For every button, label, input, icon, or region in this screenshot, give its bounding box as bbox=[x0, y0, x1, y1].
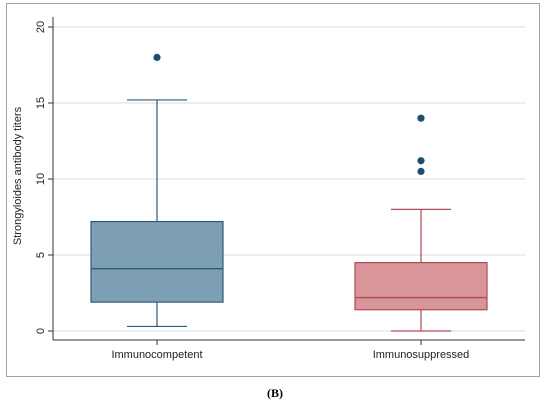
y-tick-label-15: 15 bbox=[35, 97, 47, 109]
outlier-point bbox=[417, 167, 425, 175]
chart-frame: 0 5 10 15 20 Immunocompetent Immunosuppressed … bbox=[6, 3, 540, 377]
outlier-point bbox=[153, 53, 161, 62]
outlier-point bbox=[417, 157, 425, 165]
y-tick-label-20: 20 bbox=[35, 21, 47, 33]
y-axis-title: Strongyloides antibody titers bbox=[12, 106, 24, 245]
box-immunosuppressed bbox=[354, 114, 488, 332]
figure-caption: (B) bbox=[267, 386, 283, 400]
y-tick-label-10: 10 bbox=[35, 173, 47, 185]
box-immunocompetent bbox=[90, 53, 224, 328]
y-tick-label-5: 5 bbox=[35, 252, 47, 258]
iqr-box bbox=[354, 262, 488, 311]
y-tick-label-0: 0 bbox=[35, 328, 47, 334]
outlier-point bbox=[417, 114, 425, 122]
x-category-label: Immunocompetent bbox=[111, 349, 202, 361]
iqr-box bbox=[90, 220, 224, 303]
x-category-label: Immunosuppressed bbox=[373, 349, 470, 361]
axes: 0 5 10 15 20 Immunocompetent Immunosuppressed bbox=[35, 17, 525, 361]
boxes bbox=[90, 53, 488, 332]
